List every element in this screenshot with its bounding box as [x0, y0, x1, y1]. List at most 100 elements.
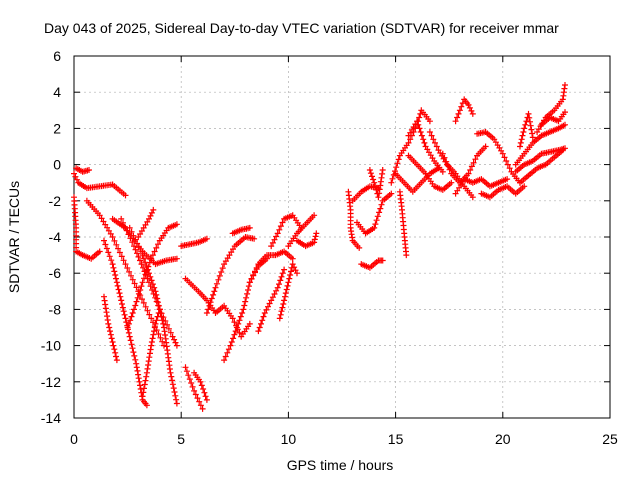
series-markers [229, 224, 253, 237]
series-markers [246, 248, 296, 286]
series-track-30 [366, 167, 386, 201]
series-track-12 [139, 306, 163, 400]
y-tick-label: -12 [41, 374, 61, 390]
series-markers [478, 183, 528, 201]
series-track-33 [396, 188, 410, 259]
series-markers [178, 235, 210, 250]
series-markers [71, 170, 129, 199]
series-track-20 [246, 248, 296, 286]
series-markers [182, 364, 206, 412]
series-track-26 [345, 188, 363, 251]
series-track-35 [405, 118, 446, 175]
series-markers [268, 212, 305, 250]
series-track-32 [392, 165, 442, 195]
x-tick-label: 15 [388, 431, 404, 447]
x-tick-label: 0 [70, 431, 78, 447]
series-track-22 [276, 261, 300, 322]
series-markers [191, 369, 210, 403]
y-tick-label: -4 [49, 229, 62, 245]
series-track-17 [203, 234, 258, 316]
series-markers [276, 261, 300, 322]
series-track-15 [182, 364, 206, 412]
series-markers [294, 230, 320, 250]
series-markers [182, 275, 253, 340]
data-series [71, 82, 568, 412]
series-track-16 [191, 369, 210, 403]
x-axis-label: GPS time / hours [287, 457, 394, 473]
series-track-13 [178, 235, 210, 250]
series-markers [405, 118, 446, 175]
series-track-40 [474, 129, 523, 186]
series-markers [135, 206, 157, 240]
series-markers [512, 121, 568, 168]
series-markers [285, 212, 318, 250]
series-track-28 [354, 190, 395, 237]
axis-ticks [73, 55, 611, 419]
series-track-46 [517, 110, 536, 150]
series-track-19 [229, 224, 253, 237]
y-tick-label: 4 [53, 84, 61, 100]
series-markers [345, 188, 363, 251]
series-track-39 [452, 176, 511, 197]
x-tick-label: 5 [177, 431, 185, 447]
series-markers [396, 188, 410, 259]
series-track-38 [452, 96, 476, 125]
y-tick-label: -10 [41, 338, 61, 354]
series-track-10 [124, 221, 180, 331]
x-tick-label: 25 [602, 431, 618, 447]
series-markers [358, 257, 386, 271]
x-tick-labels: 0 5 10 15 20 25 [70, 431, 618, 447]
x-tick-label: 20 [495, 431, 511, 447]
series-track-29 [358, 257, 386, 271]
series-track-23 [268, 212, 305, 250]
series-markers [452, 96, 476, 125]
series-track-24 [285, 212, 318, 250]
series-markers [538, 109, 568, 128]
y-axis-label: SDTVAR / TECUs [6, 181, 22, 293]
series-markers [439, 143, 489, 186]
series-track-18 [221, 255, 270, 364]
series-markers [366, 167, 386, 201]
y-tick-label: -6 [49, 265, 62, 281]
series-markers [101, 293, 120, 364]
series-track-11 [135, 206, 157, 240]
series-track-2 [73, 165, 92, 175]
series-track-41 [478, 183, 528, 201]
series-track-42 [512, 121, 568, 168]
series-markers [354, 190, 395, 237]
series-markers [392, 165, 442, 195]
y-tick-label: -8 [49, 301, 62, 317]
y-tick-labels: -14 -12 -10 -8 -6 -4 -2 0 2 4 6 [41, 48, 61, 426]
series-track-21 [255, 266, 288, 335]
series-track-1 [71, 170, 129, 199]
y-tick-label: 0 [53, 157, 61, 173]
series-markers [255, 266, 288, 335]
series-markers [452, 176, 511, 197]
series-track-37 [439, 143, 489, 186]
chart-title: Day 043 of 2025, Sidereal Day-to-day VTE… [44, 20, 559, 36]
series-markers [73, 165, 92, 175]
y-tick-label: -2 [49, 193, 62, 209]
series-markers [71, 194, 103, 262]
series-markers [124, 221, 180, 331]
series-markers [517, 110, 536, 150]
series-markers [139, 306, 163, 400]
series-track-47 [538, 109, 568, 128]
series-markers [221, 255, 270, 364]
x-tick-label: 10 [281, 431, 297, 447]
series-markers [405, 152, 455, 193]
grid [74, 56, 610, 418]
series-markers [517, 147, 566, 186]
series-track-25 [294, 230, 320, 250]
y-tick-label: 6 [53, 48, 61, 64]
series-markers [203, 234, 258, 316]
series-track-34 [405, 152, 455, 193]
y-tick-label: -14 [41, 410, 61, 426]
series-track-3 [71, 194, 103, 262]
series-track-44 [517, 147, 566, 186]
y-tick-label: 2 [53, 120, 61, 136]
series-track-14 [182, 275, 253, 340]
series-markers [474, 129, 523, 186]
series-track-6 [101, 293, 120, 364]
